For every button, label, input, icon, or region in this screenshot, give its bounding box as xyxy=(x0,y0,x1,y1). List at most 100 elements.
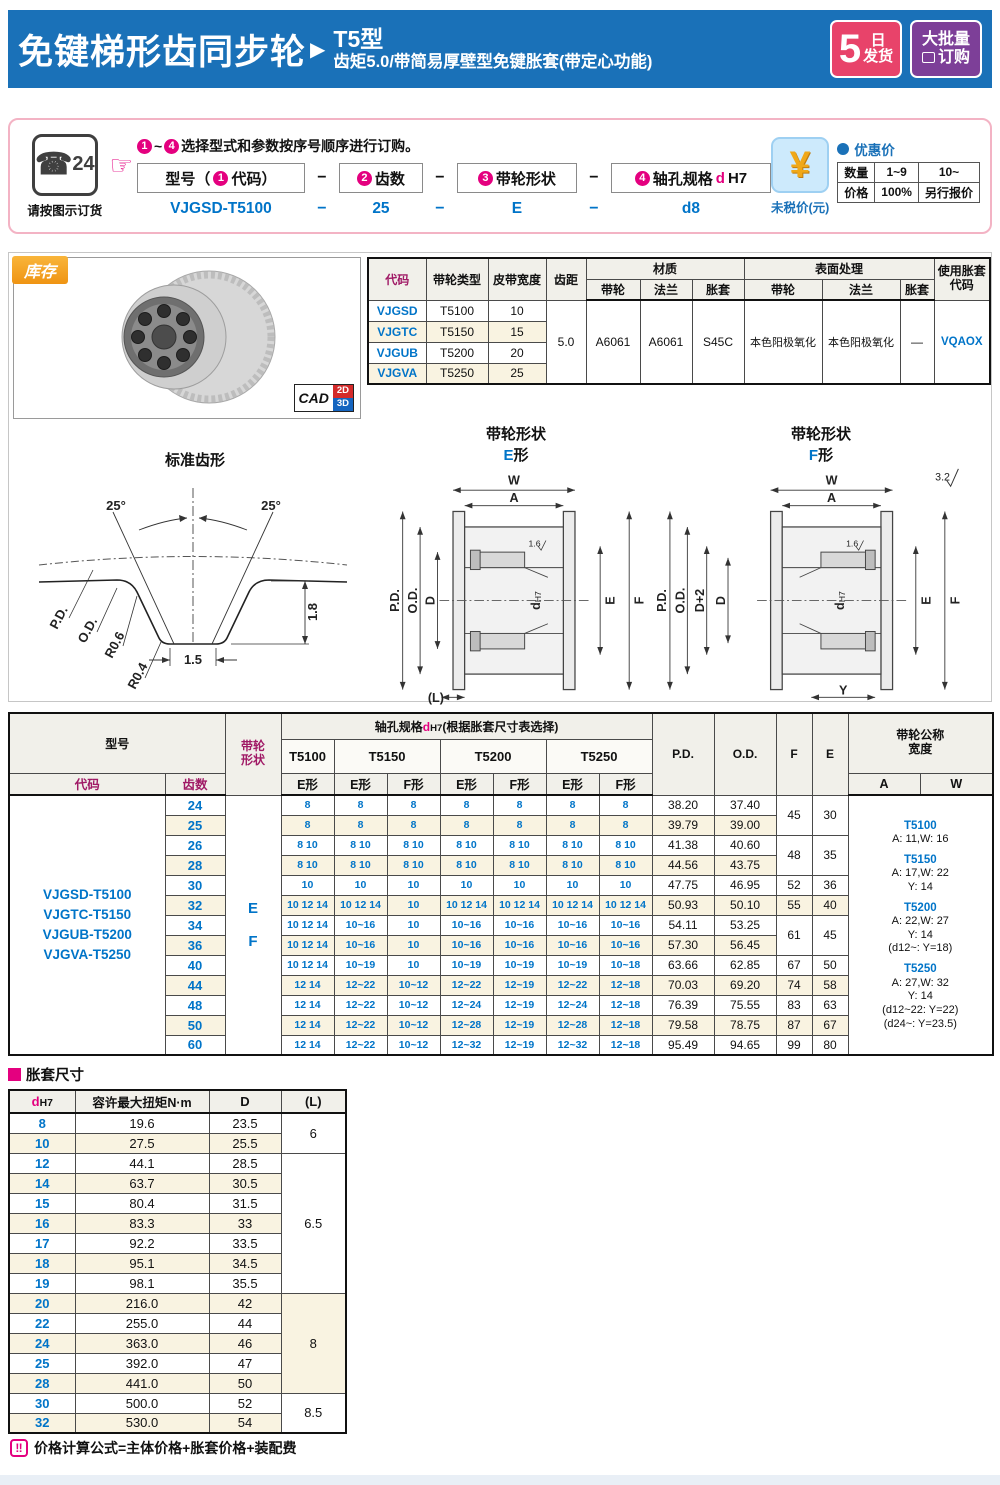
torque-cell: 441.0 xyxy=(74,1372,210,1394)
note-line: A: 17,W: 22 xyxy=(891,867,949,879)
table-row: VJGSD T5100 10 5.0 A6061 A6061 S45C 本色阳极… xyxy=(367,299,991,385)
pd-cell: 38.20 xyxy=(651,794,715,816)
bore-cell: 12~32 xyxy=(439,1034,494,1056)
dim-label: 25° xyxy=(261,498,281,513)
series-type: T5型 xyxy=(333,26,384,53)
mt-h-f3: F形 xyxy=(492,772,547,796)
spec-h-usebush: 使用胀套 代码 xyxy=(933,257,991,301)
qty-range-1: 1~9 xyxy=(874,161,919,183)
bore-dia-cell: 10 xyxy=(8,1132,76,1154)
bore-cell: 10 12 14 xyxy=(492,894,547,916)
bore-cell: 12~22 xyxy=(333,1014,388,1036)
od-cell: 53.25 xyxy=(713,914,777,936)
phone-24h-icon: ☎ 24 xyxy=(31,133,98,196)
dia-cell: 33 xyxy=(208,1212,282,1234)
pd-cell: 79.58 xyxy=(651,1014,715,1036)
pd-cell: 39.79 xyxy=(651,814,715,836)
bush-h-d: dH7 xyxy=(8,1089,76,1114)
price-label: 价格 xyxy=(837,181,876,203)
e-shape-subtitle: E形 xyxy=(503,447,529,464)
dash-separator: − xyxy=(317,200,327,217)
spec-bush-code: VQAOX xyxy=(933,299,991,385)
tooth-profile-diagram: 标准齿形 25° 25° P.D. O.D. xyxy=(9,423,381,701)
dia-cell: 44 xyxy=(208,1312,282,1334)
dim-label: 1.8 xyxy=(305,603,320,621)
spec-code: VJGTC xyxy=(367,320,427,343)
bore-cell: 8 10 xyxy=(386,854,441,876)
bore-cell: 8 10 xyxy=(492,834,547,856)
bore-cell: 10~18 xyxy=(598,954,653,976)
box1-pre: 型号（ xyxy=(165,170,211,188)
tooth-profile-drawing: 25° 25° P.D. O.D. R0.6 R0.4 1. xyxy=(38,488,348,691)
stock-badge: 库存 xyxy=(12,256,69,284)
dim-label: A xyxy=(509,491,518,505)
bore-cell: 10 xyxy=(386,934,441,956)
shape-letter: F xyxy=(248,932,258,950)
bore-cell: 8 xyxy=(280,814,335,836)
bore-cell: 8 10 xyxy=(333,834,388,856)
bore-cell: 8 10 xyxy=(598,834,653,856)
bore-cell: 10~16 xyxy=(492,914,547,936)
note-title: T5250 xyxy=(904,963,937,976)
e-cell: 45 xyxy=(811,914,849,956)
teeth-cell: 28 xyxy=(164,854,226,876)
torque-cell: 216.0 xyxy=(74,1292,210,1314)
diagrams-row: 标准齿形 25° 25° P.D. O.D. xyxy=(9,423,991,705)
note-line: Y: 14 xyxy=(907,880,933,893)
dia-cell: 50 xyxy=(208,1372,282,1394)
bore-dia-cell: 14 xyxy=(8,1172,76,1194)
bore-cell: 12~19 xyxy=(492,1014,547,1036)
mt-h-t5150: T5150 xyxy=(333,738,441,774)
spec-h-surf-flange: 法兰 xyxy=(821,278,901,301)
order-box-bore: 4 轴孔规格 d H7 xyxy=(610,163,771,193)
od-cell: 94.65 xyxy=(713,1034,777,1056)
spec-belt: 10 xyxy=(487,299,547,322)
bore-cell: 10 xyxy=(280,874,335,896)
bore-cell: 8 10 xyxy=(439,834,494,856)
model-code: VJGVA-T5250 xyxy=(43,947,132,963)
box1-post: 代码） xyxy=(231,170,277,188)
banner-subtitle-block: T5型 齿矩5.0/带简易厚壁型免键胀套(带定心功能) xyxy=(333,26,652,71)
bore-cell: 10 xyxy=(386,914,441,936)
spec-mat-flange: A6061 xyxy=(639,299,693,385)
bore-cell: 10 xyxy=(492,874,547,896)
dia-cell: 52 xyxy=(208,1392,282,1414)
main-selection-table: 型号 带轮 形状 轴孔规格dH7(根据胀套尺寸表选择) P.D. O.D. F E… xyxy=(8,712,995,1056)
mt-h-e1: E形 xyxy=(280,772,335,796)
price-2: 另行报价 xyxy=(917,181,981,203)
e-shape-diagram: 带轮形状 E形 xyxy=(381,423,651,705)
bore-cell: 10~16 xyxy=(545,914,600,936)
bore-cell: 8 xyxy=(439,794,494,816)
table-row: 25 8 8 8 8 8 8 8 39.79 39.00 xyxy=(9,814,993,836)
note-title: T5100 xyxy=(904,819,937,832)
torque-cell: 83.3 xyxy=(74,1212,210,1234)
torque-cell: 95.1 xyxy=(74,1252,210,1274)
spec-belt: 15 xyxy=(487,320,547,343)
ordering-panel: ☎ 24 请按图示订货 ☞ 1 ~ 4 选择型式和参数按序号顺序进行订购。 型号… xyxy=(8,118,992,234)
spec-h-surf-bush: 胀套 xyxy=(899,278,935,301)
bore-cell: 8 10 xyxy=(439,854,494,876)
ship-label: 发货 xyxy=(863,48,894,65)
table-row: 22 255.0 44 xyxy=(8,1312,346,1334)
bore-dia-cell: 8 xyxy=(8,1112,76,1134)
dash-separator: − xyxy=(435,200,445,217)
bore-cell: 8 10 xyxy=(545,854,600,876)
bore-cell: 10~19 xyxy=(439,954,494,976)
spec-h-type: 带轮类型 xyxy=(425,257,489,301)
box3-label: 带轮形状 xyxy=(495,170,556,188)
dim-label: O.D. xyxy=(74,615,100,646)
f-cell: 61 xyxy=(775,914,813,956)
ship-5day-badge: 5 日 发货 xyxy=(830,20,902,78)
finish-mark: 1.6 xyxy=(846,538,858,548)
dim-label: D+2 xyxy=(693,589,707,612)
model-code: VJGUB-T5200 xyxy=(42,927,132,942)
torque-cell: 500.0 xyxy=(74,1392,210,1414)
bore-cell: 10 xyxy=(386,874,441,896)
ship-day-char: 日 xyxy=(870,31,886,49)
teeth-cell: 60 xyxy=(164,1034,226,1056)
price-table-block: 优惠价 数量 1~9 10~ 价格 100% 另行报价 xyxy=(837,137,981,203)
width-notes: T5100 A: 11,W: 16 T5150 A: 17,W: 22 Y: 14 T52… xyxy=(847,794,994,1056)
bore-cell: 10 12 14 xyxy=(280,934,335,956)
table-row: 15 80.4 31.5 xyxy=(8,1192,346,1214)
